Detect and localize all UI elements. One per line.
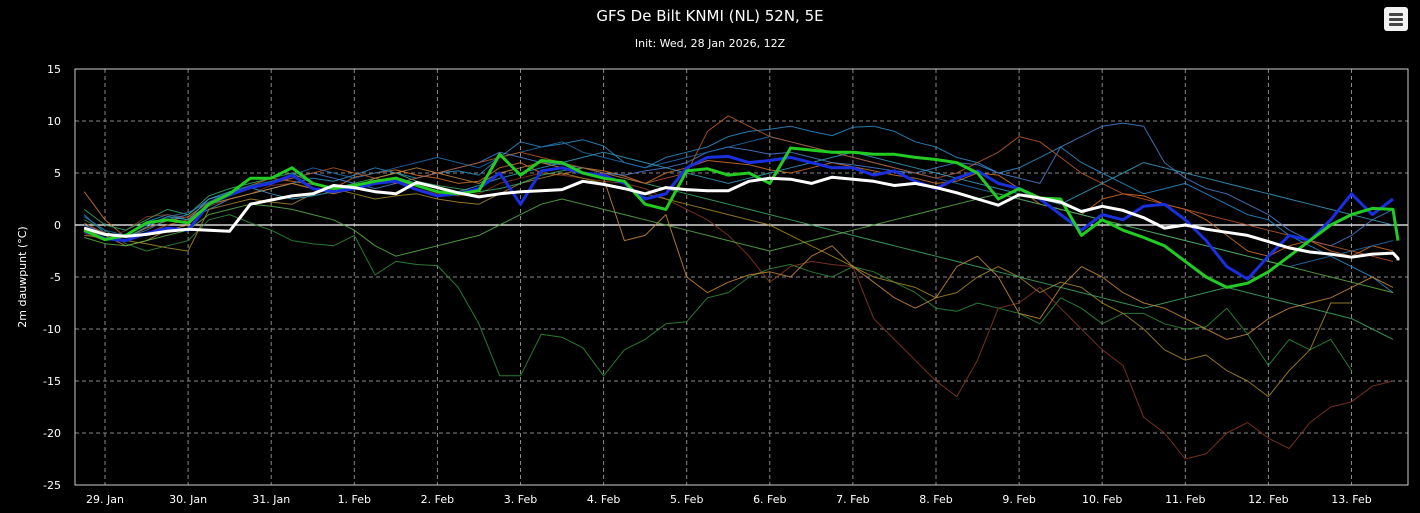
x-tick-label: 30. Jan [169, 493, 207, 506]
x-tick-label: 8. Feb [919, 493, 952, 506]
member-series-line [84, 172, 1352, 398]
plot-frame [74, 68, 1409, 486]
x-tick-label: 2. Feb [421, 493, 454, 506]
menu-bar [1389, 18, 1403, 21]
y-tick-label: 0 [54, 219, 61, 232]
y-tick-label: -10 [43, 323, 61, 336]
member-series-line [83, 125, 1394, 293]
x-tick-label: 31. Jan [252, 493, 290, 506]
menu-bar [1389, 13, 1403, 16]
x-tick-label: 5. Feb [670, 493, 703, 506]
member-series-line [83, 214, 1352, 377]
x-tick-label: 10. Feb [1082, 493, 1122, 506]
control-series-line [83, 146, 1400, 289]
member-series-line [84, 172, 1394, 460]
x-tick-label: 3. Feb [504, 493, 537, 506]
x-tick-label: 1. Feb [338, 493, 371, 506]
chart-title: GFS De Bilt KNMI (NL) 52N, 5E [596, 7, 824, 25]
x-tick-label: 11. Feb [1165, 493, 1205, 506]
mean-series-line [83, 175, 1400, 261]
x-tick-label: 7. Feb [836, 493, 869, 506]
member-series-line [84, 193, 1394, 294]
x-tick-label: 12. Feb [1248, 493, 1288, 506]
x-tick-label: 29. Jan [86, 493, 124, 506]
y-tick-label: -20 [43, 427, 61, 440]
y-tick-label: -5 [50, 271, 61, 284]
hamburger-menu-icon[interactable] [1384, 7, 1408, 31]
member-series-line [83, 136, 1394, 268]
y-tick-label: 5 [54, 167, 61, 180]
y-axis-ticks: 15 10 5 0 -5 -10 -15 -20 -25 [43, 63, 61, 492]
y-axis-label: 2m dauwpunt (°C) [16, 226, 29, 327]
member-series-line [84, 162, 1394, 340]
y-tick-label: -25 [43, 479, 61, 492]
member-series-line [83, 167, 1394, 340]
x-axis-ticks: 29. Jan 30. Jan 31. Jan 1. Feb 2. Feb 3. Feb 4… [86, 493, 1372, 506]
series-group [83, 115, 1400, 460]
x-tick-label: 4. Feb [587, 493, 620, 506]
x-tick-label: 6. Feb [753, 493, 786, 506]
x-tick-label: 9. Feb [1002, 493, 1035, 506]
x-tick-label: 13. Feb [1331, 493, 1371, 506]
y-tick-label: 10 [47, 115, 61, 128]
operational-series-line [83, 154, 1394, 281]
member-series-line [84, 151, 1394, 238]
chart-subtitle: Init: Wed, 28 Jan 2026, 12Z [634, 37, 786, 50]
y-tick-label: 15 [47, 63, 61, 76]
menu-bar [1389, 23, 1403, 26]
y-tick-label: -15 [43, 375, 61, 388]
